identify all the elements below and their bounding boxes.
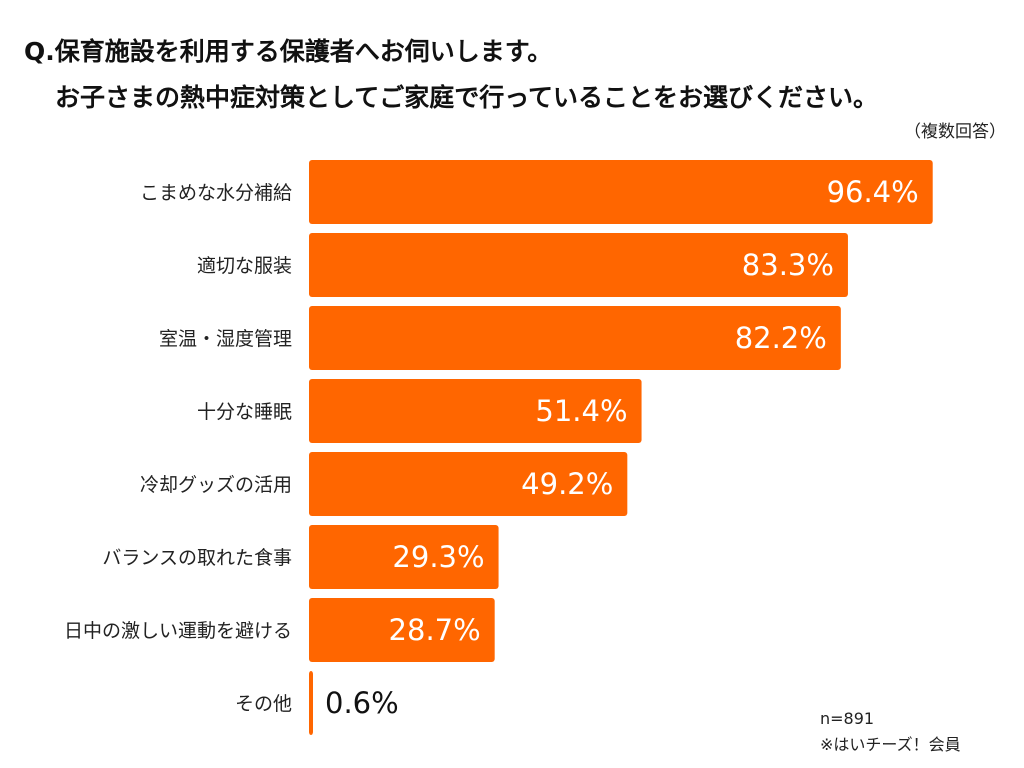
chart-title-line-1: Q.保育施設を利用する保護者へお伺いします。 [24, 37, 553, 66]
value-label-0: 96.4% [827, 175, 919, 209]
value-label-1: 83.3% [742, 248, 834, 282]
multiple-answer-note: （複数回答） [904, 122, 1006, 142]
category-label-5: バランスの取れた食事 [102, 547, 292, 569]
bar-6 [309, 598, 495, 662]
bar-3 [309, 379, 642, 443]
category-label-7: その他 [235, 693, 292, 715]
value-label-5: 29.3% [392, 540, 484, 574]
value-label-3: 51.4% [535, 394, 627, 428]
bar-0 [309, 160, 933, 224]
category-label-4: 冷却グッズの活用 [140, 474, 292, 496]
bar-7 [309, 671, 313, 735]
value-label-7: 0.6% [325, 686, 399, 720]
value-label-4: 49.2% [521, 467, 613, 501]
value-label-6: 28.7% [389, 613, 481, 647]
bar-5 [309, 525, 499, 589]
bar-2 [309, 306, 841, 370]
category-label-0: こまめな水分補給 [140, 182, 292, 204]
chart-footer: n=891 ※はいチーズ！会員 [820, 706, 961, 758]
category-label-1: 適切な服装 [197, 255, 292, 277]
source-note: ※はいチーズ！会員 [820, 735, 961, 754]
bar-1 [309, 233, 848, 297]
category-label-2: 室温・湿度管理 [159, 328, 292, 350]
chart-title-line-2: お子さまの熱中症対策としてご家庭で行っていることをお選びください。 [55, 83, 879, 112]
sample-size: n=891 [820, 709, 875, 728]
category-label-6: 日中の激しい運動を避ける [64, 620, 292, 642]
bar-4 [309, 452, 628, 516]
category-label-3: 十分な睡眠 [197, 401, 292, 423]
value-label-2: 82.2% [735, 321, 827, 355]
